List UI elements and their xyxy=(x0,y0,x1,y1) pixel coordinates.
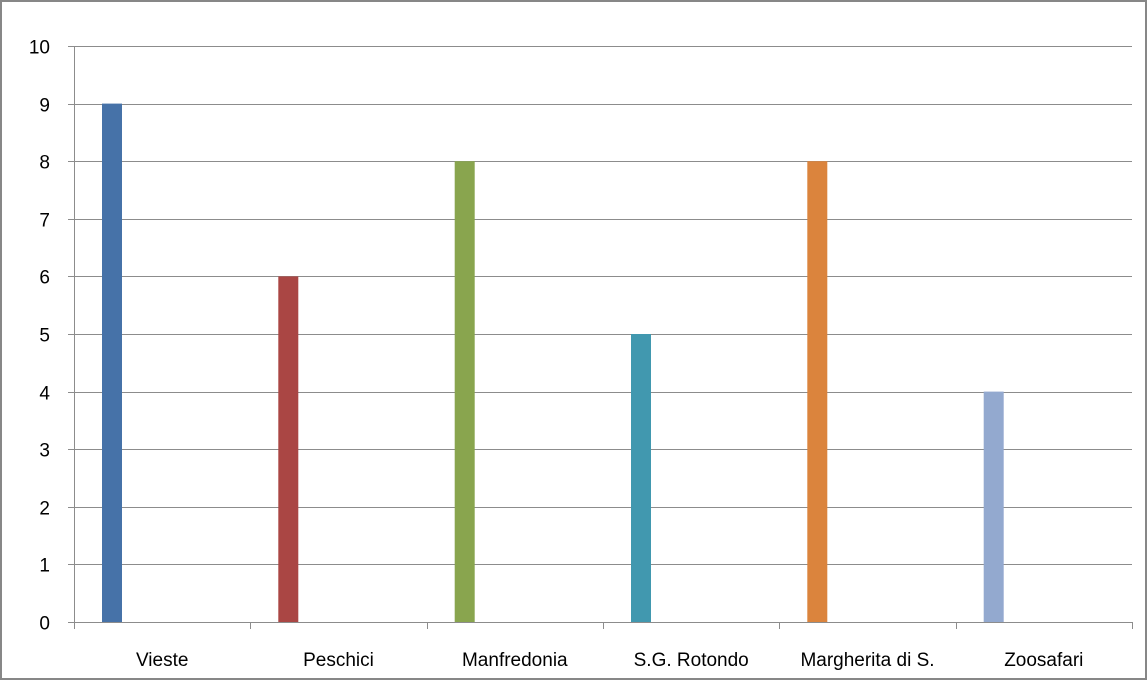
y-tick-label: 7 xyxy=(39,211,50,232)
x-tick-label: Margherita di S. xyxy=(800,650,934,671)
y-tick-label: 4 xyxy=(39,384,50,405)
x-tick-label: Vieste xyxy=(136,650,188,671)
y-tick-label: 8 xyxy=(39,153,50,174)
y-tick-label: 9 xyxy=(39,96,50,117)
x-tick-label: Zoosafari xyxy=(1004,650,1083,671)
gridlines xyxy=(74,46,1132,565)
bar-vieste xyxy=(102,103,122,623)
bar-margherita-di-s xyxy=(807,161,828,622)
axes xyxy=(68,46,1133,629)
y-tick-label: 10 xyxy=(29,38,50,59)
tick-labels: 0 1 2 3 4 5 6 7 8 9 10 Vieste Peschici Manfredonia S.G… xyxy=(29,38,1084,672)
y-tick-label: 5 xyxy=(39,326,50,347)
bar-peschici xyxy=(278,276,299,622)
y-tick-label: 2 xyxy=(39,499,50,520)
y-tick-label: 0 xyxy=(39,614,50,635)
y-tick-label: 6 xyxy=(39,268,50,289)
x-tick-label: Peschici xyxy=(303,650,374,671)
y-tick-label: 3 xyxy=(39,441,50,462)
bar-zoosafari xyxy=(983,391,1004,622)
bars xyxy=(102,103,1004,623)
y-tick-label: 1 xyxy=(39,556,50,577)
x-tick-label: Manfredonia xyxy=(462,650,568,671)
bar-manfredonia xyxy=(454,161,475,622)
x-tick-label: S.G. Rotondo xyxy=(634,650,749,671)
bar-s-g-rotondo xyxy=(631,334,651,622)
